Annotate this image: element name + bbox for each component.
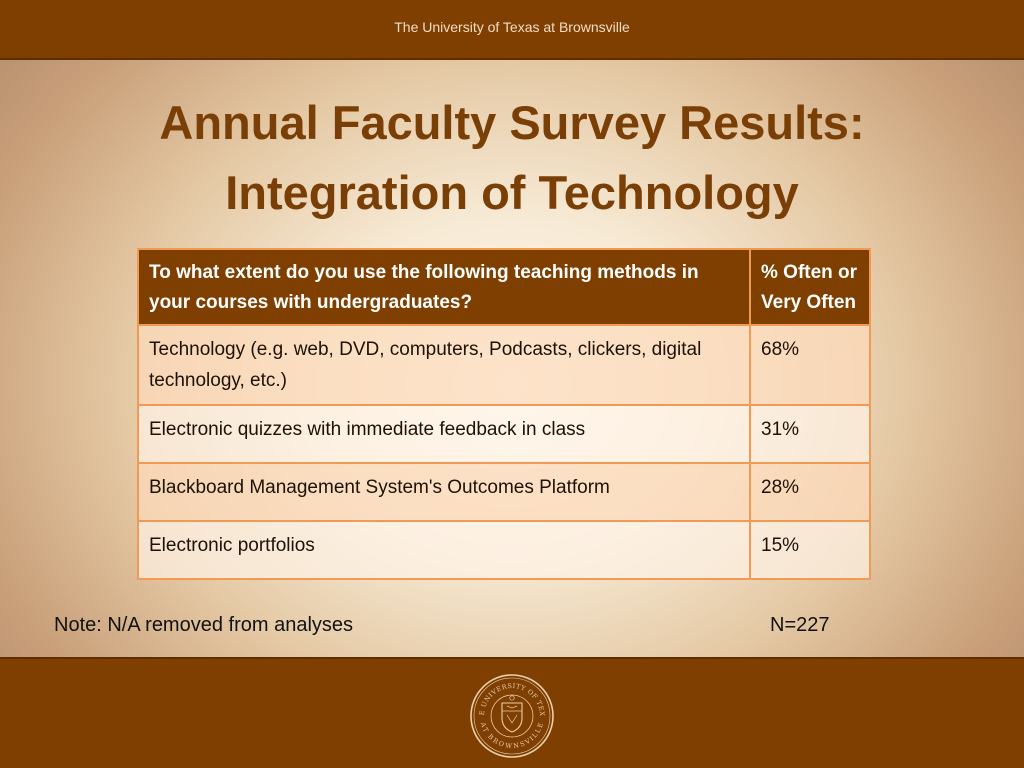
sample-size: N=227	[770, 614, 830, 636]
table-row: Electronic portfolios 15%	[137, 520, 871, 580]
table-header-row: To what extent do you use the following …	[137, 248, 871, 326]
footnote: Note: N/A removed from analyses	[54, 614, 354, 636]
survey-results-table: To what extent do you use the following …	[137, 248, 871, 580]
table-row: Electronic quizzes with immediate feedba…	[137, 404, 871, 464]
percent-header: % Often or Very Often	[749, 248, 871, 326]
university-seal-logo: THE UNIVERSITY OF TEXAS AT BROWNSVILLE	[469, 673, 554, 758]
slide-title: Annual Faculty Survey Results: Integrati…	[40, 88, 984, 228]
top-banner: The University of Texas at Brownsville	[0, 0, 1024, 60]
slide-title-line-1: Annual Faculty Survey Results:	[159, 96, 865, 149]
question-header: To what extent do you use the following …	[137, 248, 751, 326]
percent-cell: 15%	[749, 520, 871, 580]
bottom-banner: THE UNIVERSITY OF TEXAS AT BROWNSVILLE	[0, 657, 1024, 768]
table-row: Blackboard Management System's Outcomes …	[137, 462, 871, 522]
method-cell: Blackboard Management System's Outcomes …	[137, 462, 751, 522]
percent-cell: 68%	[749, 324, 871, 406]
method-cell: Electronic quizzes with immediate feedba…	[137, 404, 751, 464]
institution-name: The University of Texas at Brownsville	[394, 19, 630, 35]
percent-cell: 28%	[749, 462, 871, 522]
table-row: Technology (e.g. web, DVD, computers, Po…	[137, 324, 871, 406]
percent-cell: 31%	[749, 404, 871, 464]
method-cell: Technology (e.g. web, DVD, computers, Po…	[137, 324, 751, 406]
slide-title-line-2: Integration of Technology	[225, 166, 799, 219]
method-cell: Electronic portfolios	[137, 520, 751, 580]
